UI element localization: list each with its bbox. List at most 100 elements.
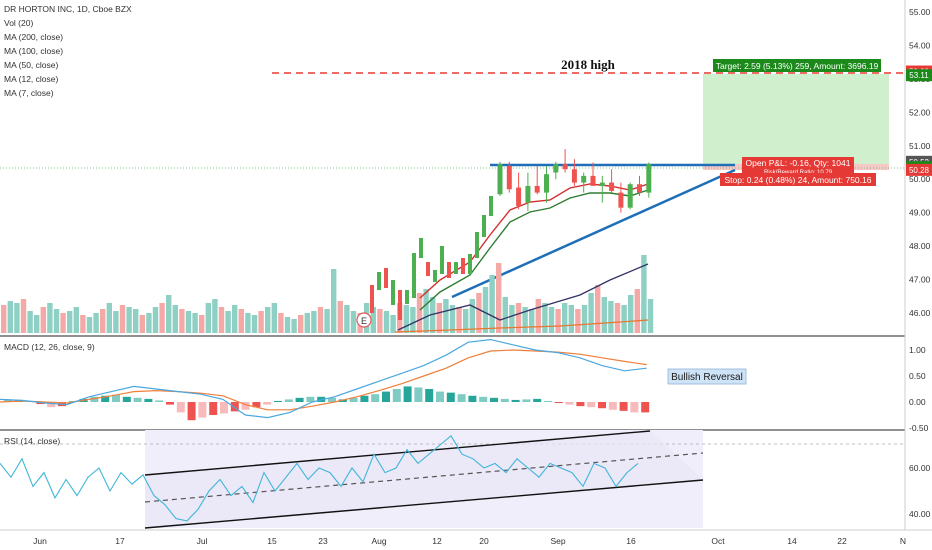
macd-line [0, 338, 647, 419]
macd-histogram-bar [425, 389, 434, 402]
rsi-title[interactable]: RSI (14, close) [4, 436, 61, 446]
candle [412, 253, 416, 298]
candle-body [637, 184, 642, 193]
macd-histogram-bar [230, 402, 239, 412]
volume-bar [581, 305, 588, 333]
indicator-legend-item[interactable]: Vol (20) [4, 18, 34, 28]
price-axis[interactable]: 55.0054.0053.0052.0051.0050.0049.0048.00… [909, 7, 931, 519]
volume-bar [588, 293, 594, 333]
rsi-pane[interactable] [0, 430, 905, 529]
volume-bar [555, 309, 561, 333]
indicator-legend-item[interactable]: MA (7, close) [4, 88, 54, 98]
candle [447, 262, 451, 278]
candle [426, 262, 430, 276]
volume-bar [403, 305, 409, 333]
volume-bar [185, 311, 192, 333]
volume-bar [515, 303, 522, 333]
volume-bar [166, 295, 172, 333]
time-tick-label: Sep [550, 536, 565, 546]
volume-bar [86, 317, 93, 333]
candle [391, 280, 395, 305]
symbol-title[interactable]: DR HORTON INC, 1D, Cboe BZX [4, 4, 132, 14]
volume-bar [119, 305, 126, 333]
volume-bar [73, 307, 79, 333]
macd-histogram-bar [176, 402, 185, 413]
macd-histogram-bar [587, 402, 596, 408]
macd-histogram-bar [187, 402, 196, 421]
svg-text:Bullish Reversal: Bullish Reversal [671, 372, 743, 383]
volume-bar [311, 311, 317, 333]
time-tick-label: 14 [787, 536, 797, 546]
volume-bar [416, 293, 423, 333]
candle [468, 254, 472, 274]
volume-bar [1, 305, 7, 333]
rsi-channel-lower [144, 479, 704, 529]
volume-bar [621, 305, 627, 333]
volume-bar [20, 299, 27, 333]
macd-title[interactable]: MACD (12, 26, close, 9) [4, 342, 95, 352]
volume-bar [298, 315, 304, 333]
price-tag-label: 53.11 [909, 71, 929, 80]
macd-pane[interactable]: Bullish Reversal [0, 338, 747, 421]
candle [489, 196, 493, 216]
volume-bar [443, 299, 449, 333]
macd-histogram-bar [295, 397, 304, 402]
price-tag-label: 50.28 [909, 166, 930, 175]
volume-bar [568, 305, 574, 333]
candle [454, 262, 458, 274]
macd-histogram-bar [598, 402, 606, 409]
macd-histogram-bar [47, 402, 56, 408]
macd-histogram-bar [554, 402, 563, 404]
macd-histogram-bar [241, 402, 250, 410]
candle-body [562, 164, 568, 170]
volume-bar [575, 309, 581, 333]
time-tick-label: 23 [318, 536, 328, 546]
volume-bar [34, 315, 40, 333]
indicator-legend-item[interactable]: MA (200, close) [4, 32, 64, 42]
volume-bar [139, 315, 145, 333]
candle [440, 246, 444, 274]
macd-histogram-bar [479, 396, 488, 402]
svg-text:Open P&L: -0.16, Qty: 1041: Open P&L: -0.16, Qty: 1041 [746, 158, 851, 168]
macd-histogram-bar [403, 386, 412, 402]
candle-body [571, 169, 577, 183]
macd-tick-label: -0.50 [909, 423, 929, 433]
rsi-tick-label: 60.00 [909, 463, 931, 473]
rsi-channel-mid [144, 452, 704, 503]
macd-histogram-bar [641, 402, 650, 413]
price-pane[interactable]: E 2018 high Target: 2.59 (5.13%) 259, Am… [0, 57, 905, 333]
indicator-legend-item[interactable]: MA (12, close) [4, 74, 59, 84]
macd-histogram-bar [155, 400, 164, 402]
price-tick-label: 50.00 [909, 174, 931, 184]
volume-bar [456, 307, 462, 333]
indicator-legend-item[interactable]: MA (100, close) [4, 46, 64, 56]
volume-bar [482, 287, 489, 333]
rsi-tick-label: 40.00 [909, 509, 931, 519]
time-tick-label: 22 [837, 536, 847, 546]
indicator-legend-item[interactable]: MA (50, close) [4, 60, 59, 70]
macd-histogram-bar [533, 398, 542, 402]
earnings-marker[interactable]: E [356, 312, 372, 328]
macd-histogram-bar [209, 402, 218, 415]
macd-histogram-bar [90, 396, 99, 402]
ma-7 [419, 183, 649, 299]
candle-body [599, 182, 605, 186]
candle-body [646, 164, 652, 193]
macd-histogram-bar [338, 399, 347, 402]
macd-histogram-bar [544, 400, 552, 402]
macd-histogram-bar [263, 402, 272, 405]
macd-histogram-bar [284, 399, 293, 402]
candle [475, 232, 479, 258]
macd-histogram-bar [112, 394, 120, 402]
volume-bar [562, 303, 568, 333]
volume-bar [80, 315, 86, 333]
macd-histogram-bar [576, 402, 585, 407]
candle [370, 285, 374, 313]
stop-label[interactable]: Stop: 0.24 (0.48%) 24, Amount: 750.16 [720, 173, 876, 186]
target-label[interactable]: Target: 2.59 (5.13%) 259, Amount: 3696.1… [713, 59, 881, 72]
time-tick-label: Oct [711, 536, 725, 546]
macd-histogram-bar [198, 402, 207, 418]
rsi-channel-fill [145, 430, 703, 528]
time-axis[interactable]: Jun 17 Jul 15 23 Aug 12 20 Sep 16 Oct 14 22 N [33, 536, 906, 546]
